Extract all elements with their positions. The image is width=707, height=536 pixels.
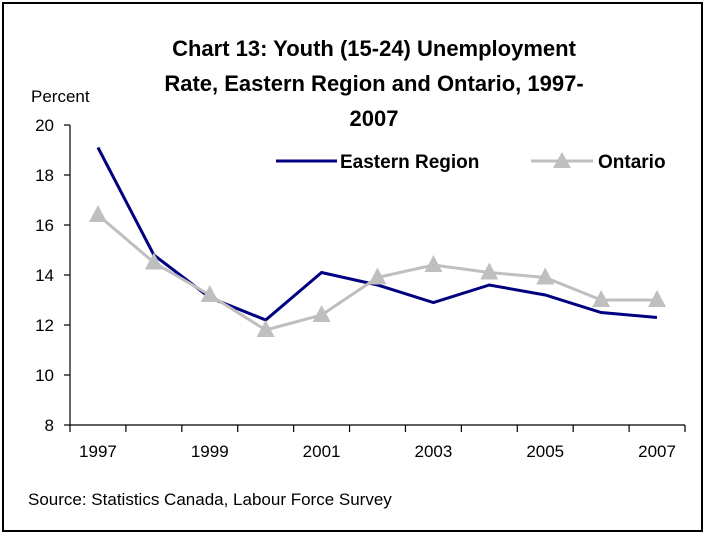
y-tick-label: 12 [35, 316, 54, 335]
x-tick-label: 1999 [191, 442, 229, 461]
y-tick-label: 16 [35, 216, 54, 235]
chart-title-line-3: 2007 [350, 106, 399, 131]
data-point-ontario [88, 205, 107, 222]
data-point-ontario [648, 290, 667, 307]
x-tick-label: 2007 [638, 442, 676, 461]
axes: 8 10 12 14 16 18 20 1997 1999 2001 2003 2005 2007 [35, 116, 686, 461]
chart-title-line-2: Rate, Eastern Region and Ontario, 1997- [164, 71, 583, 96]
data-point-ontario [256, 320, 275, 337]
x-tick-label: 2003 [414, 442, 452, 461]
chart-title-line-1: Chart 13: Youth (15-24) Unemployment [172, 36, 576, 61]
legend-marker-ontario [553, 152, 571, 168]
legend-label-eastern-region: Eastern Region [340, 152, 479, 173]
data-point-ontario [368, 267, 387, 285]
data-point-ontario [200, 285, 219, 302]
x-tick-label: 2001 [303, 442, 341, 461]
line-chart: Chart 13: Youth (15-24) Unemployment Rat… [28, 36, 686, 509]
data-point-ontario [592, 290, 611, 307]
y-tick-label: 18 [35, 166, 54, 185]
series-layer [88, 146, 667, 337]
source-note: Source: Statistics Canada, Labour Force … [28, 490, 392, 509]
data-point-ontario [312, 305, 331, 322]
x-tick-label: 2005 [526, 442, 564, 461]
y-axis-label: Percent [31, 87, 90, 106]
data-point-ontario [536, 267, 555, 285]
x-tick-label: 1997 [79, 442, 117, 461]
chart-title: Chart 13: Youth (15-24) Unemployment Rat… [164, 36, 583, 131]
data-point-ontario [144, 252, 163, 270]
data-point-ontario [480, 262, 499, 280]
y-tick-label: 20 [35, 116, 54, 135]
y-tick-label: 8 [45, 416, 54, 435]
data-point-ontario [424, 255, 443, 272]
legend: Eastern Region Ontario [276, 152, 666, 173]
legend-label-ontario: Ontario [598, 152, 666, 173]
y-tick-label: 14 [35, 266, 54, 285]
series-line-eastern-region [96, 146, 658, 322]
y-tick-label: 10 [35, 366, 54, 385]
